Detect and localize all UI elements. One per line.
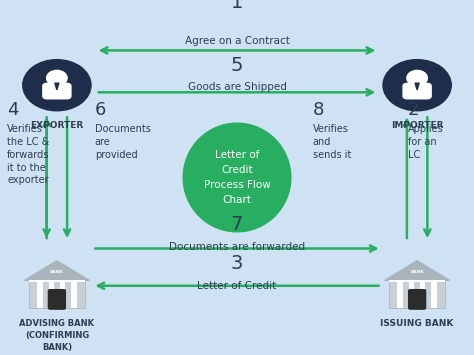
Text: 7: 7 bbox=[231, 215, 243, 234]
FancyBboxPatch shape bbox=[403, 83, 431, 99]
Text: 1: 1 bbox=[231, 0, 243, 12]
FancyBboxPatch shape bbox=[48, 280, 54, 308]
FancyBboxPatch shape bbox=[420, 280, 426, 308]
Text: Goods are Shipped: Goods are Shipped bbox=[188, 82, 286, 92]
FancyBboxPatch shape bbox=[71, 280, 77, 308]
Text: Letter of Credit: Letter of Credit bbox=[197, 281, 277, 291]
Text: IMPORTER: IMPORTER bbox=[391, 121, 443, 130]
FancyBboxPatch shape bbox=[29, 280, 84, 283]
Text: EXPORTER: EXPORTER bbox=[30, 121, 83, 130]
FancyBboxPatch shape bbox=[390, 280, 445, 308]
Text: 3: 3 bbox=[231, 254, 243, 273]
Text: 5: 5 bbox=[231, 55, 243, 75]
Text: Letter of
Credit
Process Flow
Chart: Letter of Credit Process Flow Chart bbox=[204, 150, 270, 205]
Circle shape bbox=[46, 70, 67, 86]
Text: Documents are forwarded: Documents are forwarded bbox=[169, 242, 305, 252]
Circle shape bbox=[23, 60, 91, 111]
FancyBboxPatch shape bbox=[431, 280, 437, 308]
FancyBboxPatch shape bbox=[408, 289, 426, 310]
FancyBboxPatch shape bbox=[43, 83, 71, 99]
Text: Verifies
the LC &
forwards
it to the
exporter: Verifies the LC & forwards it to the exp… bbox=[7, 124, 49, 185]
Circle shape bbox=[383, 60, 451, 111]
Text: ISSUING BANK: ISSUING BANK bbox=[381, 319, 454, 328]
Polygon shape bbox=[55, 83, 59, 90]
Polygon shape bbox=[385, 261, 449, 280]
Polygon shape bbox=[25, 261, 89, 280]
Polygon shape bbox=[415, 83, 419, 90]
Text: Verifies
and
sends it: Verifies and sends it bbox=[313, 124, 351, 160]
FancyBboxPatch shape bbox=[29, 280, 84, 308]
Text: Applies
for an
LC: Applies for an LC bbox=[408, 124, 443, 160]
FancyBboxPatch shape bbox=[60, 280, 65, 308]
Text: 8: 8 bbox=[313, 101, 324, 119]
Text: BANK: BANK bbox=[50, 270, 64, 274]
Text: 6: 6 bbox=[95, 101, 106, 119]
FancyBboxPatch shape bbox=[390, 280, 445, 283]
Text: Agree on a Contract: Agree on a Contract bbox=[184, 36, 290, 45]
Circle shape bbox=[407, 70, 428, 86]
Text: Documents
are
provided: Documents are provided bbox=[95, 124, 151, 160]
FancyBboxPatch shape bbox=[48, 289, 66, 310]
FancyBboxPatch shape bbox=[409, 280, 414, 308]
Text: 4: 4 bbox=[7, 101, 18, 119]
FancyBboxPatch shape bbox=[397, 280, 403, 308]
FancyBboxPatch shape bbox=[37, 280, 43, 308]
Ellipse shape bbox=[182, 122, 292, 233]
Text: 2: 2 bbox=[408, 101, 419, 119]
Text: ADVISING BANK
(CONFIRMING
BANK): ADVISING BANK (CONFIRMING BANK) bbox=[19, 319, 94, 352]
Text: BANK: BANK bbox=[410, 270, 424, 274]
